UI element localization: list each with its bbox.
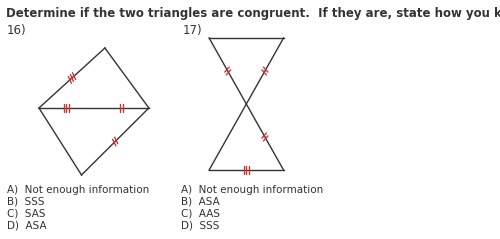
Text: C)  AAS: C) AAS <box>181 209 220 219</box>
Text: B)  SSS: B) SSS <box>7 197 44 207</box>
Text: A)  Not enough information: A) Not enough information <box>181 185 323 195</box>
Text: B)  ASA: B) ASA <box>181 197 220 207</box>
Text: D)  SSS: D) SSS <box>181 221 219 231</box>
Text: 16): 16) <box>7 24 26 37</box>
Text: Determine if the two triangles are congruent.  If they are, state how you know.: Determine if the two triangles are congr… <box>6 7 500 20</box>
Text: 17): 17) <box>183 24 203 37</box>
Text: A)  Not enough information: A) Not enough information <box>7 185 150 195</box>
Text: C)  SAS: C) SAS <box>7 209 46 219</box>
Text: D)  ASA: D) ASA <box>7 221 46 231</box>
